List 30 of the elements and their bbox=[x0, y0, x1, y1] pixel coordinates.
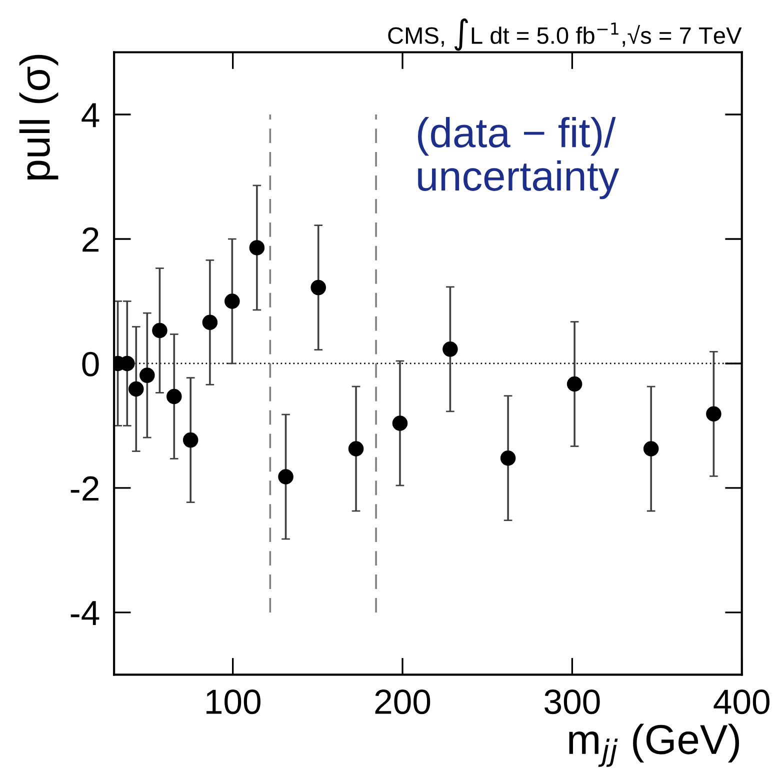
chart-title: CMS, ∫L dt = 5.0 fb$^{−1}$,√s = 7 TeV bbox=[388, 18, 742, 51]
point bbox=[166, 388, 182, 404]
point bbox=[182, 432, 198, 448]
x-tick-label: 300 bbox=[544, 690, 600, 714]
point bbox=[278, 469, 294, 484]
point bbox=[566, 376, 582, 392]
point bbox=[140, 368, 155, 383]
point bbox=[224, 294, 240, 309]
x-tick-label: 200 bbox=[375, 690, 430, 714]
x-axis-title: m$_{jj}$ (GeV) bbox=[569, 724, 740, 767]
y-tick-label: 4 bbox=[82, 103, 100, 128]
point bbox=[442, 342, 458, 357]
point bbox=[128, 381, 144, 397]
point bbox=[392, 416, 408, 431]
point bbox=[643, 441, 659, 456]
point bbox=[202, 314, 218, 330]
point bbox=[249, 240, 265, 256]
point bbox=[152, 322, 168, 338]
y-tick-label: -2 bbox=[70, 476, 98, 501]
point bbox=[348, 441, 364, 456]
y-tick-label: -4 bbox=[70, 601, 100, 626]
y-axis-title: pull (σ) bbox=[19, 54, 58, 180]
x-tick-label: 100 bbox=[206, 690, 260, 714]
point bbox=[500, 450, 516, 466]
point bbox=[310, 280, 326, 296]
y-tick-label: 0 bbox=[82, 352, 99, 376]
y-tick-label: 2 bbox=[82, 227, 98, 252]
x-tick-label: 400 bbox=[714, 690, 770, 714]
point bbox=[706, 406, 722, 422]
annotation: (data − fit)/ uncertainty bbox=[418, 116, 620, 200]
